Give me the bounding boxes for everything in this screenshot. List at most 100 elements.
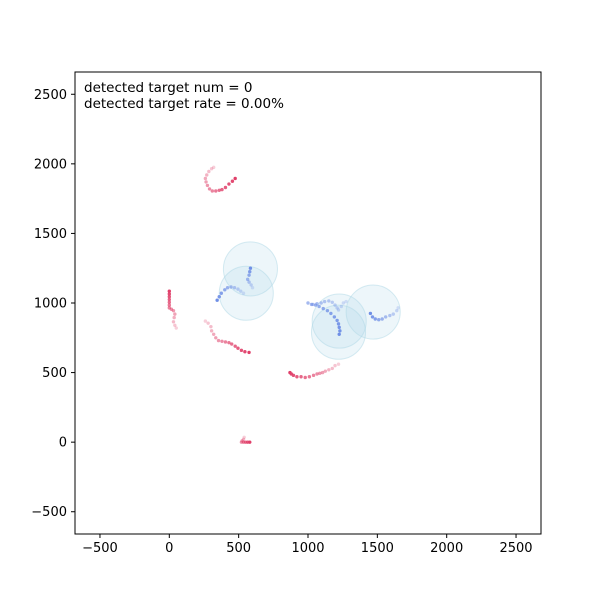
y-tick-label: 1500 xyxy=(34,227,67,242)
y-tick-label: −500 xyxy=(31,505,67,520)
y-axis: −500 0 500 1000 1500 2000 2500 xyxy=(31,88,75,520)
track-point-red xyxy=(209,167,214,171)
track-point-blue xyxy=(380,317,384,321)
track-point-blue xyxy=(249,283,253,287)
track-point-blue xyxy=(341,301,346,305)
track-point-red xyxy=(211,332,216,337)
track-point-red xyxy=(214,189,218,193)
track-point-red xyxy=(230,179,235,183)
x-tick-label: 500 xyxy=(226,541,251,556)
track-point-blue xyxy=(339,304,343,309)
track-point-red xyxy=(320,370,325,375)
track-point-blue xyxy=(344,299,348,304)
track-point-red xyxy=(167,300,172,305)
x-tick-label: 1500 xyxy=(361,541,394,556)
track-point-blue xyxy=(336,308,341,312)
track-point-red xyxy=(174,326,178,330)
track-point-blue xyxy=(317,304,321,309)
track-point-blue xyxy=(223,288,227,292)
y-tick-label: 2500 xyxy=(34,88,67,103)
track-point-red xyxy=(318,371,322,375)
track-point-blue xyxy=(239,289,243,293)
track-point-red xyxy=(240,439,244,443)
track-point-red xyxy=(220,187,224,192)
track-point-blue xyxy=(241,291,246,295)
x-tick-label: −500 xyxy=(82,541,118,556)
track-point-blue xyxy=(232,285,237,290)
track-point-red xyxy=(206,321,210,325)
track-point-red xyxy=(227,340,231,345)
track-point-red xyxy=(167,297,172,302)
annotation-detected-num: detected target num = 0 xyxy=(84,80,252,96)
track-point-blue xyxy=(370,315,375,319)
track-point-red xyxy=(241,437,246,442)
track-point-red xyxy=(243,350,247,354)
x-tick-label: 2500 xyxy=(499,541,532,556)
track-point-red xyxy=(223,185,228,190)
y-tick-label: 2000 xyxy=(34,157,67,172)
track-point-blue xyxy=(335,318,339,323)
track-point-red xyxy=(167,295,172,299)
y-tick-label: 0 xyxy=(59,436,67,451)
track-point-blue xyxy=(337,325,341,330)
track-point-blue xyxy=(391,312,395,316)
x-tick-label: 1000 xyxy=(291,541,324,556)
track-point-blue xyxy=(329,311,333,316)
track-point-blue xyxy=(219,291,224,295)
track-point-red xyxy=(171,308,176,313)
track-point-blue xyxy=(396,306,400,310)
track-point-red xyxy=(209,329,214,333)
track-point-blue xyxy=(229,285,233,289)
track-point-blue xyxy=(321,306,325,311)
track-point-red xyxy=(295,375,299,379)
track-point-red xyxy=(336,362,341,366)
track-point-red xyxy=(167,292,172,296)
track-point-red xyxy=(167,303,172,307)
track-point-blue xyxy=(368,311,373,316)
track-point-red xyxy=(203,319,208,323)
track-point-blue xyxy=(319,301,323,305)
track-point-red xyxy=(223,340,228,344)
track-point-red xyxy=(211,165,216,170)
track-point-blue xyxy=(383,315,388,319)
track-point-red xyxy=(230,342,234,346)
track-point-red xyxy=(315,372,319,376)
track-point-blue xyxy=(395,308,399,313)
track-point-red xyxy=(303,375,307,380)
track-point-red xyxy=(167,289,172,293)
track-point-red xyxy=(333,363,337,368)
track-point-red xyxy=(173,312,177,316)
track-point-red xyxy=(299,375,303,379)
x-axis: −500 0 500 1000 1500 2000 2500 xyxy=(82,534,533,556)
track-point-red xyxy=(172,315,176,320)
track-point-red xyxy=(233,344,237,348)
track-point-red xyxy=(323,369,328,373)
y-tick-label: 1000 xyxy=(34,297,67,312)
track-point-red xyxy=(205,183,210,188)
track-point-blue xyxy=(335,306,339,310)
track-point-blue xyxy=(373,317,377,321)
track-point-blue xyxy=(245,277,250,282)
track-point-red xyxy=(291,373,296,378)
track-point-red xyxy=(203,176,208,181)
track-point-blue xyxy=(250,285,255,290)
track-point-red xyxy=(327,368,331,372)
track-point-blue xyxy=(315,301,319,306)
track-point-blue xyxy=(247,273,251,277)
y-tick-label: 500 xyxy=(42,366,67,381)
track-point-red xyxy=(220,339,224,343)
track-point-red xyxy=(227,182,231,186)
track-point-red xyxy=(207,187,212,191)
track-point-red xyxy=(209,324,213,329)
detection-circle xyxy=(218,265,274,321)
track-point-red xyxy=(205,173,209,177)
track-point-blue xyxy=(336,322,341,326)
track-point-blue xyxy=(333,303,337,307)
track-point-blue xyxy=(330,300,334,305)
detection-circles xyxy=(218,241,401,360)
track-point-blue xyxy=(248,266,253,270)
track-point-red xyxy=(239,348,244,353)
x-tick-label: 2000 xyxy=(430,541,463,556)
track-point-red xyxy=(216,338,221,343)
